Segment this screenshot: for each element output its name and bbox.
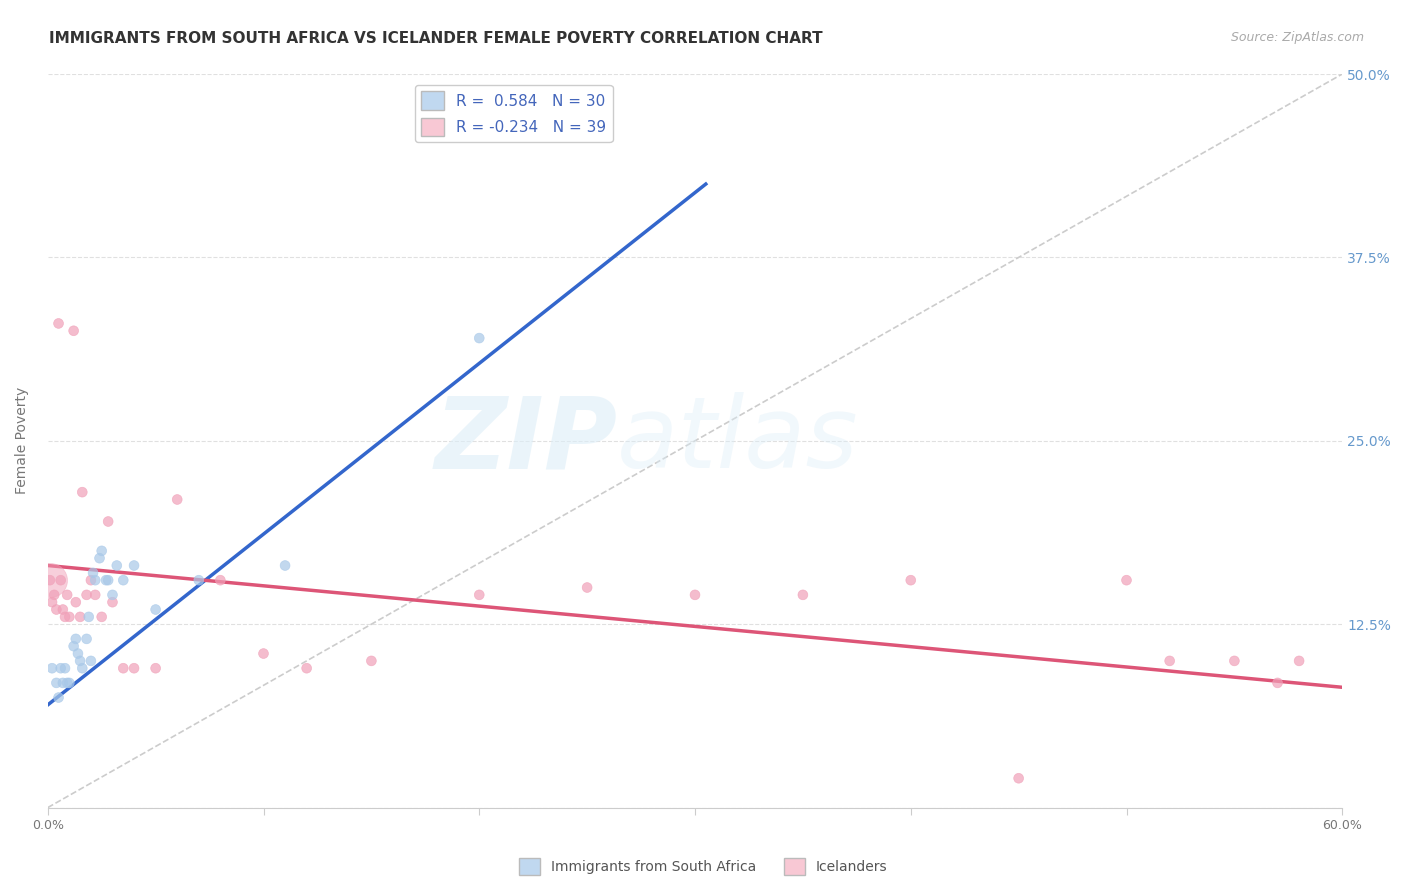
Point [112,661,135,675]
Point [101,595,124,609]
Point [56,676,79,690]
Point [65,595,87,609]
Point [166,492,188,507]
Point [295,661,318,675]
Point [187,573,209,587]
Point [90,544,112,558]
Point [58,610,80,624]
Point [65,632,87,646]
Point [122,558,145,573]
Point [69,654,91,668]
Point [101,588,124,602]
Point [89,551,111,566]
Text: atlas: atlas [617,392,859,490]
Point [145,661,167,675]
Point [1159,654,1181,668]
Point [94,573,117,587]
Point [90,610,112,624]
Point [49,573,72,587]
Point [122,661,145,675]
Point [84,588,107,602]
Point [69,610,91,624]
Point [82,566,104,580]
Point [145,602,167,616]
Point [41,661,63,675]
Point [76,632,98,646]
Point [360,654,382,668]
Text: IMMIGRANTS FROM SOUTH AFRICA VS ICELANDER FEMALE POVERTY CORRELATION CHART: IMMIGRANTS FROM SOUTH AFRICA VS ICELANDE… [49,31,823,46]
Point [252,647,274,661]
Point [84,573,107,587]
Legend: R =  0.584   N = 30, R = -0.234   N = 39: R = 0.584 N = 30, R = -0.234 N = 39 [415,86,613,143]
Point [58,676,80,690]
Point [274,558,297,573]
Point [48,317,70,331]
Point [1267,676,1289,690]
Point [80,573,103,587]
Point [72,485,94,500]
Point [38,573,60,587]
Point [72,661,94,675]
Text: ZIP: ZIP [434,392,617,490]
Point [52,602,75,616]
Y-axis label: Female Poverty: Female Poverty [15,387,30,494]
Legend: Immigrants from South Africa, Icelanders: Immigrants from South Africa, Icelanders [513,853,893,880]
Point [45,602,67,616]
Point [209,573,232,587]
Point [1223,654,1246,668]
Point [53,661,76,675]
Point [1115,573,1137,587]
Point [683,588,706,602]
Point [44,588,66,602]
Point [97,573,120,587]
Point [1007,771,1029,785]
Point [66,647,89,661]
Text: Source: ZipAtlas.com: Source: ZipAtlas.com [1230,31,1364,45]
Point [1288,654,1310,668]
Point [112,573,135,587]
Point [45,676,67,690]
Point [56,588,79,602]
Point [105,558,128,573]
Point [41,595,63,609]
Point [62,639,84,653]
Point [80,654,103,668]
Point [576,581,599,595]
Point [900,573,922,587]
Point [76,588,98,602]
Point [52,676,75,690]
Point [38,573,60,587]
Point [53,610,76,624]
Point [48,690,70,705]
Point [62,324,84,338]
Point [97,515,120,529]
Point [792,588,814,602]
Point [77,610,100,624]
Point [468,331,491,345]
Point [49,661,72,675]
Point [468,588,491,602]
